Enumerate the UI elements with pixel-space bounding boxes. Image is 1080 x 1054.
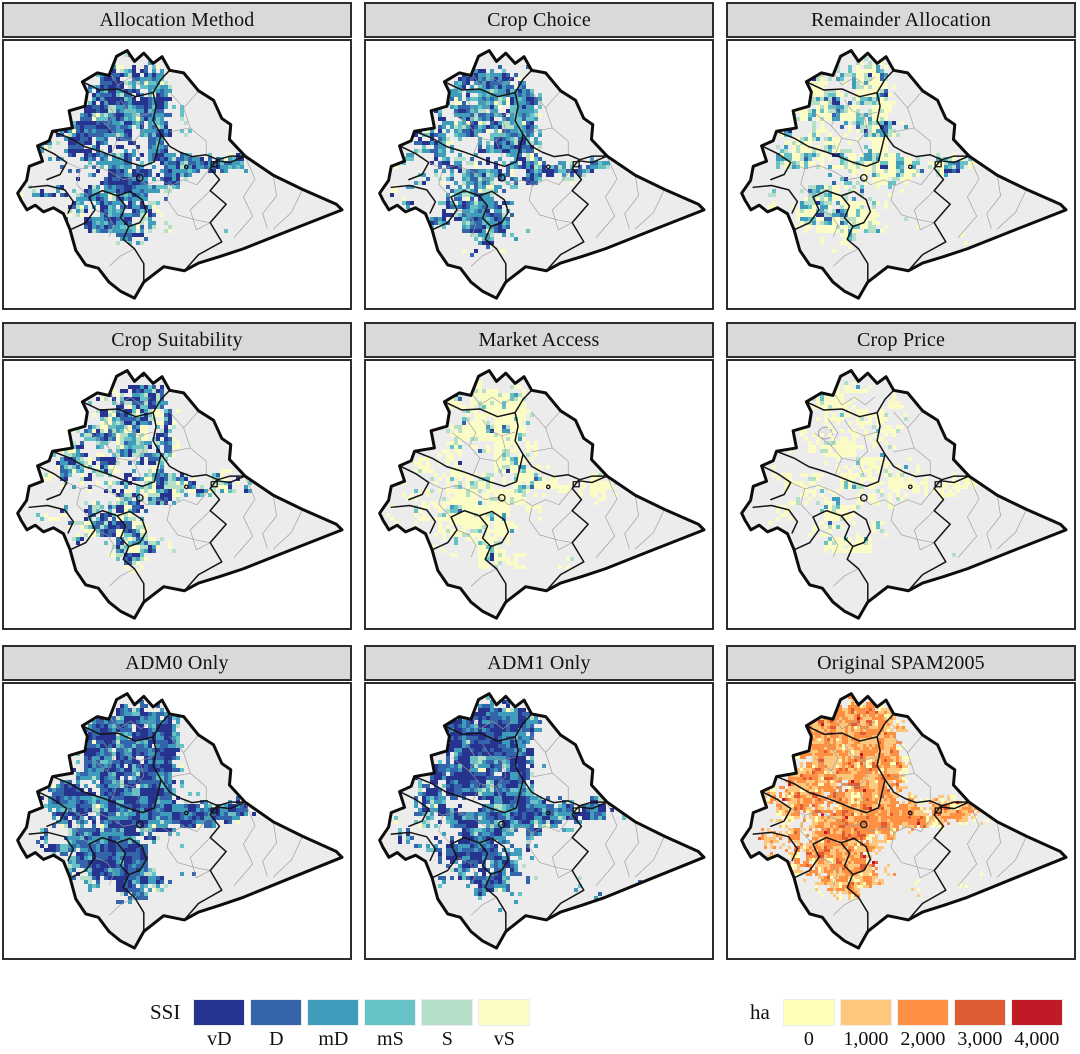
ethiopia-map-canvas	[4, 361, 350, 628]
legend-ha: ha 0 1,000 2,000 3,000 4,000	[750, 999, 1068, 1051]
legend-ha-swatch	[1010, 999, 1063, 1026]
legend-ha-title: ha	[750, 1000, 770, 1024]
ethiopia-map-canvas	[4, 41, 350, 308]
legend-ssi-item: S	[421, 999, 474, 1051]
panel-remainder-allocation: Remainder Allocation	[726, 2, 1076, 310]
legend-ha-item: 3,000	[953, 999, 1006, 1051]
legend-ssi-item: D	[250, 999, 303, 1051]
map-frame	[726, 682, 1076, 960]
panel-title: Crop Choice	[364, 2, 714, 38]
legend-ssi-title: SSI	[150, 1000, 181, 1024]
ethiopia-map-canvas	[728, 361, 1074, 628]
legend-ssi-swatch	[307, 999, 360, 1026]
panel-original-spam2005: Original SPAM2005	[726, 645, 1076, 960]
legend-ssi-item: vD	[193, 999, 246, 1051]
panel-title: Remainder Allocation	[726, 2, 1076, 38]
panel-allocation-method: Allocation Method	[2, 2, 352, 310]
map-frame	[364, 39, 714, 310]
panel-title: ADM0 Only	[2, 645, 352, 681]
legend-ssi-class-label: mD	[318, 1028, 349, 1050]
panel-title: Original SPAM2005	[726, 645, 1076, 681]
legend-ssi-item: vS	[478, 999, 531, 1051]
legend-ssi-class-label: S	[441, 1028, 453, 1050]
legend-ssi-class-label: vD	[207, 1028, 232, 1050]
legend-ha-class-label: 4,000	[1014, 1028, 1060, 1050]
panel-crop-price: Crop Price	[726, 322, 1076, 630]
panel-adm1-only: ADM1 Only	[364, 645, 714, 960]
legend-ha-class-label: 2,000	[900, 1028, 946, 1050]
panel-title: Crop Suitability	[2, 322, 352, 358]
panel-title: Market Access	[364, 322, 714, 358]
legend-ssi-swatch	[421, 999, 474, 1026]
ethiopia-map-canvas	[366, 361, 712, 628]
map-frame	[726, 39, 1076, 310]
legend-ha-item: 0	[782, 999, 835, 1051]
panel-title: ADM1 Only	[364, 645, 714, 681]
map-frame	[2, 39, 352, 310]
map-frame	[2, 682, 352, 960]
legend-ha-item: 4,000	[1010, 999, 1063, 1051]
panel-title: Allocation Method	[2, 2, 352, 38]
legend-ssi-swatch	[250, 999, 303, 1026]
panel-title: Crop Price	[726, 322, 1076, 358]
legend-ssi-swatch	[193, 999, 246, 1026]
ethiopia-map-canvas	[728, 41, 1074, 308]
legend-ha-swatch	[782, 999, 835, 1026]
legend-ha-item: 1,000	[839, 999, 892, 1051]
map-frame	[364, 682, 714, 960]
legend-ssi-item: mD	[307, 999, 360, 1051]
map-frame	[726, 359, 1076, 630]
panel-crop-suitability: Crop Suitability	[2, 322, 352, 630]
legend-ha-class-label: 1,000	[843, 1028, 889, 1050]
legend-ha-item: 2,000	[896, 999, 949, 1051]
map-frame	[364, 359, 714, 630]
legend-ha-class-label: 3,000	[957, 1028, 1003, 1050]
panel-adm0-only: ADM0 Only	[2, 645, 352, 960]
ethiopia-map-canvas	[728, 684, 1074, 958]
legend-ssi-class-label: vS	[493, 1028, 515, 1050]
legend-ssi-swatch	[364, 999, 417, 1026]
legend-ha-swatch	[896, 999, 949, 1026]
ethiopia-map-canvas	[366, 684, 712, 958]
panel-market-access: Market Access	[364, 322, 714, 630]
legend-ha-class-label: 0	[803, 1028, 814, 1050]
legend-ssi-item: mS	[364, 999, 417, 1051]
legend-ssi-class-label: mS	[377, 1028, 404, 1050]
legend-ssi-class-label: D	[269, 1028, 284, 1050]
ethiopia-map-canvas	[366, 41, 712, 308]
panel-crop-choice: Crop Choice	[364, 2, 714, 310]
ethiopia-map-canvas	[4, 684, 350, 958]
map-frame	[2, 359, 352, 630]
legend-ssi-swatch	[478, 999, 531, 1026]
legend-ha-swatch	[953, 999, 1006, 1026]
legend-ha-swatch	[839, 999, 892, 1026]
legend-ha-swatches: 0 1,000 2,000 3,000 4,000	[782, 999, 1068, 1051]
